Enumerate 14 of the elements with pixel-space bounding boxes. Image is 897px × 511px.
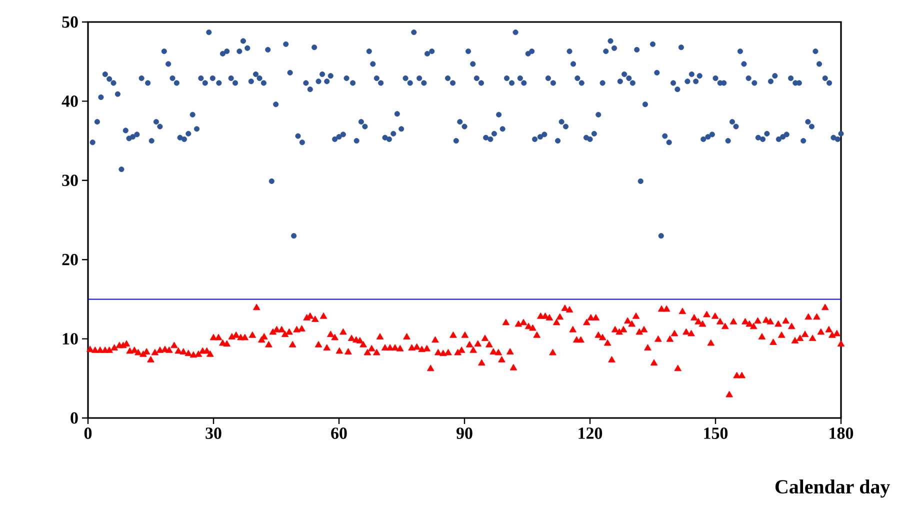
x-tick-label: 120 (578, 428, 602, 439)
y-tick-label: 20 (62, 254, 78, 266)
y-tick-label: 40 (62, 95, 78, 107)
x-tick-label: 60 (331, 428, 347, 439)
y-tick-label: 50 (62, 16, 78, 28)
x-tick-label: 30 (206, 428, 222, 439)
x-axis-title: Calendar day (775, 480, 890, 498)
y-tick-label: 0 (70, 412, 78, 424)
x-tick-label: 150 (704, 428, 728, 439)
x-tick-label: 90 (456, 428, 472, 439)
y-tick-label: 30 (62, 174, 78, 186)
x-tick-label: 180 (830, 428, 854, 439)
y-tick-label: 10 (62, 333, 78, 345)
x-tick-label: 0 (84, 428, 92, 439)
